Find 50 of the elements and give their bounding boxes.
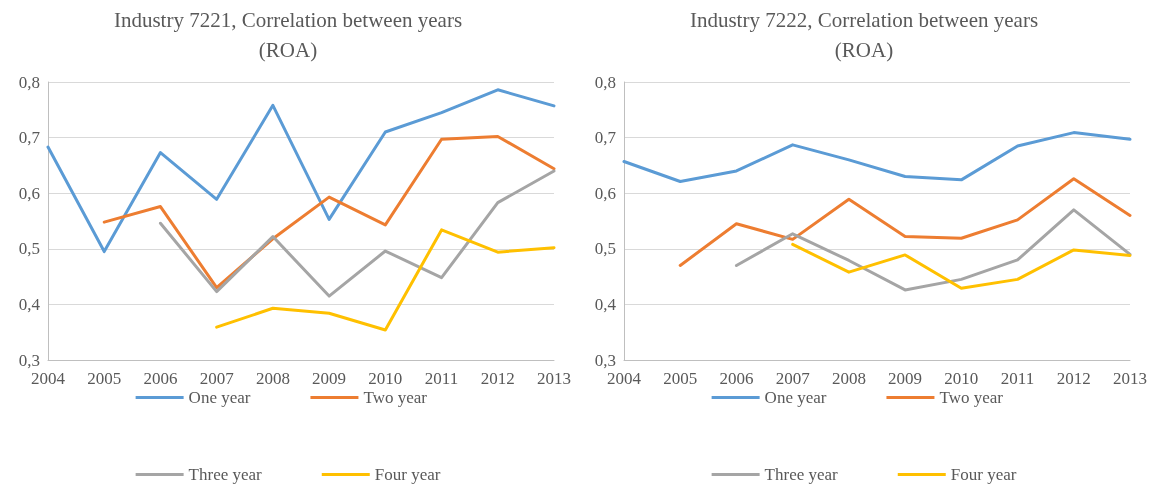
x-tick-label: 2005 [87, 369, 122, 388]
x-tick-label: 2013 [1113, 369, 1147, 388]
x-tick-label: 2004 [607, 369, 642, 388]
y-tick-label: 0,6 [18, 183, 40, 203]
legend-label: Four year [374, 465, 441, 484]
x-tick-label: 2006 [143, 369, 178, 388]
y-tick-label: 0,6 [594, 183, 616, 203]
chart-title: Industry 7221, Correlation between years (ROA) [113, 8, 463, 62]
legend-label: Four year [950, 465, 1017, 484]
x-tick-label: 2009 [888, 369, 923, 388]
line-series [46, 88, 556, 254]
line-series [158, 169, 556, 298]
x-tick-label: 2009 [312, 369, 347, 388]
line-series [734, 208, 1132, 292]
y-tick-label: 0,7 [594, 128, 617, 148]
y-tick-label: 0,4 [594, 294, 617, 314]
line-series [215, 228, 556, 332]
y-tick-label: 0,7 [18, 128, 41, 148]
x-tick-label: 2010 [944, 369, 979, 388]
legend-label: One year [764, 388, 827, 407]
x-tick-label: 2006 [719, 369, 754, 388]
x-tick-label: 2004 [31, 369, 66, 388]
x-tick-label: 2013 [537, 369, 571, 388]
legend-label: Two year [939, 388, 1004, 407]
line-series [102, 134, 556, 290]
x-tick-label: 2012 [1056, 369, 1091, 388]
x-tick-label: 2008 [255, 369, 290, 388]
x-tick-label: 2008 [831, 369, 866, 388]
y-tick-label: 0,5 [594, 239, 616, 259]
legend-label: Three year [764, 465, 839, 484]
y-tick-label: 0,4 [18, 294, 41, 314]
y-tick-label: 0,3 [594, 350, 616, 370]
y-tick-label: 0,8 [18, 72, 40, 92]
x-tick-label: 2011 [1000, 369, 1035, 388]
x-tick-label: 2005 [663, 369, 698, 388]
x-tick-label: 2007 [199, 369, 235, 388]
x-tick-label: 2010 [368, 369, 403, 388]
chart-title: Industry 7222, Correlation between years (ROA) [689, 8, 1039, 62]
y-tick-label: 0,5 [18, 239, 40, 259]
x-tick-label: 2011 [424, 369, 459, 388]
legend-label: One year [188, 388, 251, 407]
line-series [791, 242, 1132, 290]
line-series [622, 131, 1132, 184]
y-tick-label: 0,3 [18, 350, 40, 370]
legend-label: Three year [188, 465, 263, 484]
y-tick-label: 0,8 [594, 72, 616, 92]
x-tick-label: 2012 [480, 369, 515, 388]
legend-label: Two year [363, 388, 428, 407]
line-series [678, 177, 1132, 267]
x-tick-label: 2007 [775, 369, 811, 388]
